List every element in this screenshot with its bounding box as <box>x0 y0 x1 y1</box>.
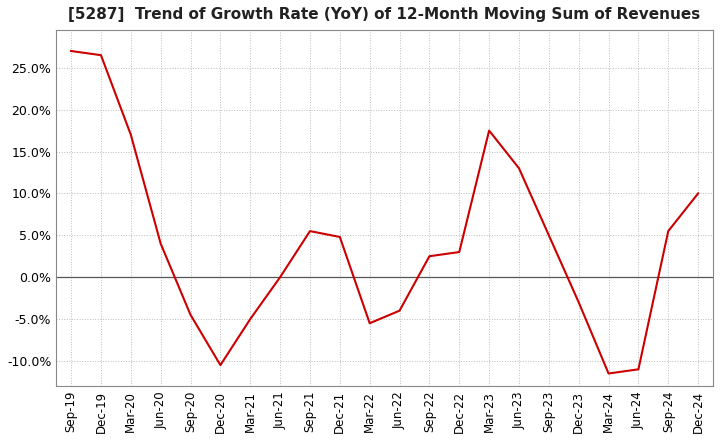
Title: [5287]  Trend of Growth Rate (YoY) of 12-Month Moving Sum of Revenues: [5287] Trend of Growth Rate (YoY) of 12-… <box>68 7 701 22</box>
